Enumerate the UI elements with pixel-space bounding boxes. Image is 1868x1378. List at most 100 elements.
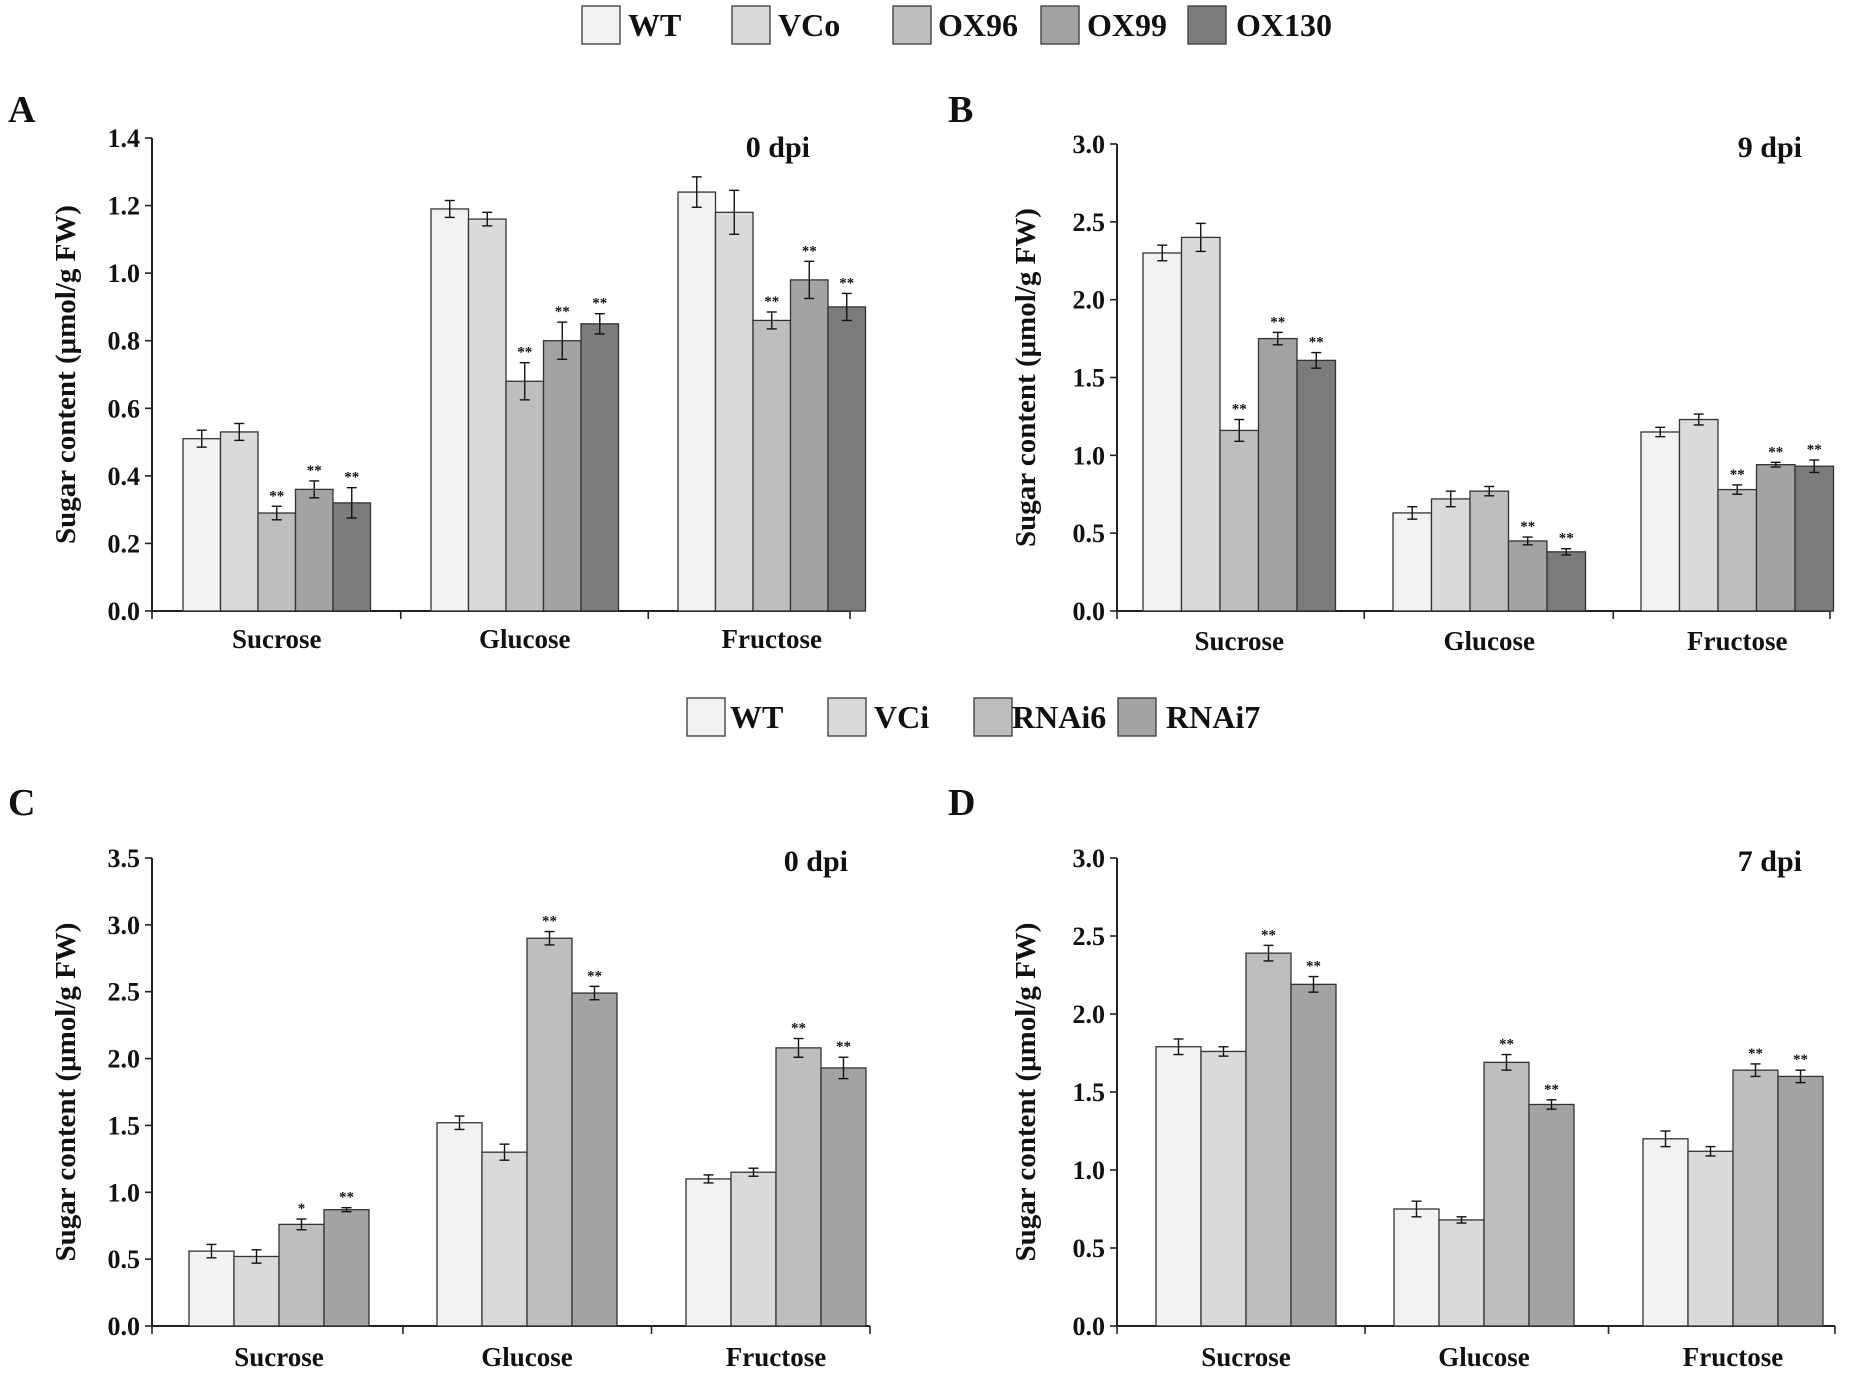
panel-c-y-tick-label: 0.5: [108, 1245, 141, 1274]
panel-c-significance-mark: **: [836, 1039, 851, 1055]
panel-c-significance-mark: **: [542, 914, 557, 930]
panel-d-bar-vci-glucose: [1438, 1219, 1485, 1327]
panel-a-bar-ox96-glucose: [505, 380, 545, 612]
panel-c-y-axis-label: Sugar content (μmol/g FW): [50, 923, 82, 1262]
panel-b-bar-ox96-glucose: [1469, 490, 1510, 612]
panel-c-category-sucrose: Sucrose: [234, 1342, 324, 1372]
panel-a-significance-mark: **: [802, 243, 817, 259]
panel-a-bar-ox99-sucrose: [294, 488, 334, 612]
panel-a-y-tick-label: 0.8: [108, 327, 141, 356]
panel-c-y-tick-label: 3.5: [108, 844, 141, 873]
panel-b-significance-mark: **: [1520, 519, 1535, 535]
legend-top-label-vco: VCo: [778, 7, 840, 43]
panel-a-category-glucose: Glucose: [479, 624, 571, 654]
panel-b-significance-mark: **: [1232, 402, 1247, 418]
panel-c-y-tick-label: 3.0: [108, 911, 141, 940]
panel-b-bar-vco-glucose: [1430, 498, 1471, 612]
panel-d-bar-rnai6-sucrose: [1245, 952, 1292, 1327]
panel-c-y-tick-label: 1.0: [108, 1178, 141, 1207]
panel-a-bar-wt-glucose: [430, 208, 470, 612]
panel-d-bar-rnai7-glucose: [1528, 1103, 1575, 1327]
panel-d-y-tick-label: 3.0: [1073, 844, 1106, 873]
legend-bottom-swatch-wt: [686, 697, 726, 737]
panel-b-significance-mark: **: [1807, 442, 1822, 458]
panel-b-bar-ox99-sucrose: [1257, 337, 1298, 612]
panel-a-bar-wt-fructose: [677, 191, 717, 612]
legend-bottom-label-rnai6: RNAi6: [1012, 699, 1106, 735]
panel-a-significance-mark: **: [517, 345, 532, 361]
panel-b-y-tick-label: 2.5: [1073, 208, 1106, 237]
panel-d-significance-mark: **: [1306, 959, 1321, 975]
panel-b-y-tick-label: 2.0: [1073, 286, 1106, 315]
panel-a-y-tick-label: 0.4: [108, 462, 141, 491]
panel-b-significance-mark: **: [1270, 314, 1285, 330]
legend-top-swatch-ox99: [1040, 5, 1080, 45]
legend-bottom-swatch-rnai7: [1117, 697, 1157, 737]
panel-c-bar-rnai7-sucrose: [323, 1209, 370, 1327]
panel-a-bar-vco-fructose: [714, 211, 754, 612]
panel-b-category-sucrose: Sucrose: [1194, 626, 1284, 656]
panel-b-y-tick-label: 3.0: [1073, 130, 1106, 159]
panel-a-bar-ox99-glucose: [542, 340, 582, 612]
legend-top-label-ox96: OX96: [938, 7, 1018, 43]
panel-b-category-glucose: Glucose: [1444, 626, 1536, 656]
panel-b-bar-vco-fructose: [1678, 418, 1719, 612]
panel-b-bar-ox99-fructose: [1755, 464, 1796, 612]
legend-top-swatch-ox96: [892, 5, 932, 45]
panel-a-y-tick-label: 0.2: [108, 529, 141, 558]
legend-bottom-swatch-vci: [827, 697, 867, 737]
panel-c-category-fructose: Fructose: [726, 1342, 826, 1372]
panel-b-y-tick-label: 1.0: [1073, 441, 1106, 470]
panel-b-letter: B: [948, 89, 973, 131]
panel-d-category-fructose: Fructose: [1683, 1342, 1783, 1372]
panel-a-bar-ox96-fructose: [752, 319, 792, 612]
panel-a-bar-ox96-sucrose: [257, 512, 297, 612]
panel-c-bar-rnai7-fructose: [820, 1067, 867, 1327]
panel-d-title: 7 dpi: [1738, 845, 1802, 878]
panel-b-bar-vco-sucrose: [1180, 236, 1221, 612]
panel-b-bar-ox130-glucose: [1546, 551, 1587, 612]
legend-top-swatch-wt: [581, 5, 621, 45]
panel-d-y-tick-label: 0.0: [1073, 1312, 1106, 1341]
panel-c-bar-wt-fructose: [685, 1178, 732, 1327]
panel-d-bar-wt-sucrose: [1155, 1046, 1202, 1327]
panel-a-significance-mark: **: [307, 463, 322, 479]
panel-a-letter: A: [8, 89, 36, 131]
legend-bottom-label-wt: WT: [730, 699, 783, 735]
panel-a-bar-vco-sucrose: [219, 431, 259, 612]
panel-a-bar-ox99-fructose: [789, 279, 829, 612]
panel-c-bar-vci-fructose: [730, 1171, 777, 1327]
panel-a-y-tick-label: 0.0: [108, 597, 141, 626]
panel-b-y-tick-label: 1.5: [1073, 364, 1106, 393]
panel-b-category-fructose: Fructose: [1687, 626, 1787, 656]
panel-c-bar-wt-sucrose: [188, 1250, 235, 1327]
panel-c-y-tick-label: 1.5: [108, 1111, 141, 1140]
panel-b-bar-ox96-fructose: [1717, 488, 1758, 612]
panel-b-title: 9 dpi: [1738, 131, 1802, 164]
panel-d-significance-mark: **: [1261, 927, 1276, 943]
panel-d-significance-mark: **: [1499, 1037, 1514, 1053]
panel-b-y-axis-label: Sugar content (μmol/g FW): [1010, 208, 1042, 547]
panel-a-category-fructose: Fructose: [722, 624, 822, 654]
panel-a-significance-mark: **: [839, 275, 854, 291]
panel-d-y-tick-label: 1.5: [1073, 1078, 1106, 1107]
panel-a-significance-mark: **: [269, 488, 284, 504]
panel-b-bar-ox99-glucose: [1507, 540, 1548, 612]
panel-b-bar-ox130-sucrose: [1296, 359, 1337, 612]
panel-c-bar-vci-glucose: [481, 1151, 528, 1327]
panel-d-y-tick-label: 1.0: [1073, 1156, 1106, 1185]
panel-b-bar-ox96-sucrose: [1219, 429, 1260, 612]
panel-b-y-tick-label: 0.5: [1073, 519, 1106, 548]
panel-c-bar-wt-glucose: [436, 1122, 483, 1327]
panel-a-y-tick-label: 1.4: [108, 124, 141, 153]
legend-bottom-label-rnai7: RNAi7: [1166, 699, 1260, 735]
panel-d-bar-rnai6-fructose: [1732, 1069, 1779, 1327]
panel-c-significance-mark: *: [298, 1201, 306, 1217]
panel-d-bar-wt-glucose: [1393, 1208, 1440, 1327]
panel-d-bar-rnai7-sucrose: [1290, 983, 1337, 1327]
panel-d-significance-mark: **: [1793, 1052, 1808, 1068]
panel-d-bar-wt-fructose: [1642, 1138, 1689, 1327]
panel-d-letter: D: [948, 782, 975, 824]
panel-a-significance-mark: **: [555, 304, 570, 320]
